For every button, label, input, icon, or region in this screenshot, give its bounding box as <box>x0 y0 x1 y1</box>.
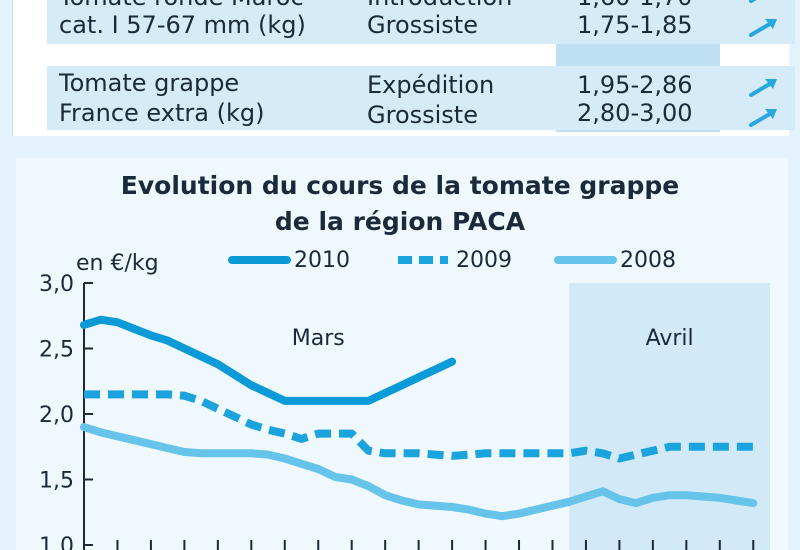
period-label-0: Mars <box>292 326 345 351</box>
y-tick-label: 3,0 <box>39 272 74 297</box>
stage-label: Grossiste <box>367 11 478 39</box>
chart-title-line-2: de la région PACA <box>275 207 526 236</box>
up-arrow-icon <box>749 19 777 37</box>
y-tick-label: 2,5 <box>39 338 74 363</box>
legend-label-2008: 2008 <box>620 248 676 273</box>
y-tick-label: 2,0 <box>39 403 74 428</box>
price-range: 1,75-1,85 <box>577 11 693 39</box>
up-arrow-icon <box>749 109 777 127</box>
stage-label: Grossiste <box>367 101 478 129</box>
y-tick-label: 1,0 <box>39 534 74 550</box>
up-arrow-icon <box>749 79 777 97</box>
series-line-2010 <box>80 315 457 405</box>
table-row: Tomate ronde Maroc cat. I 57-67 mm (kg) … <box>47 0 795 44</box>
legend-label-2009: 2009 <box>456 248 512 273</box>
product-name-line-2: cat. I 57-67 mm (kg) <box>59 11 306 39</box>
april-shaded-region <box>569 283 770 550</box>
series-line-2009 <box>84 390 754 463</box>
legend: 2010 2009 2008 <box>228 248 676 273</box>
legend-label-2010: 2010 <box>294 248 350 273</box>
product-name-line-2: France extra (kg) <box>59 99 265 127</box>
price-range: 2,80-3,00 <box>577 99 693 127</box>
axes: 3,0 2,5 2,0 1,5 1,0 <box>39 272 755 550</box>
y-axis-label: en €/kg <box>76 251 159 276</box>
stage-label: Expédition <box>367 71 495 99</box>
chart-title-line-1: Evolution du cours de la tomate grappe <box>121 171 679 200</box>
series-line-2008 <box>80 423 758 521</box>
table-row: Tomate grappe France extra (kg) Expéditi… <box>47 66 795 130</box>
period-label-1: Avril <box>646 326 694 351</box>
stage-label: Introduction <box>367 0 512 12</box>
product-name-line-1: Tomate grappe <box>59 69 240 97</box>
price-range: 1,95-2,86 <box>577 71 693 99</box>
period-labels: Mars Avril <box>292 326 694 351</box>
product-name-line-1: Tomate ronde Maroc <box>59 0 304 12</box>
price-range: 1,60-1,70 <box>577 0 693 12</box>
series-lines <box>80 315 758 521</box>
y-tick-label: 1,5 <box>39 469 74 494</box>
price-table: Tomate ronde Maroc cat. I 57-67 mm (kg) … <box>12 0 795 136</box>
